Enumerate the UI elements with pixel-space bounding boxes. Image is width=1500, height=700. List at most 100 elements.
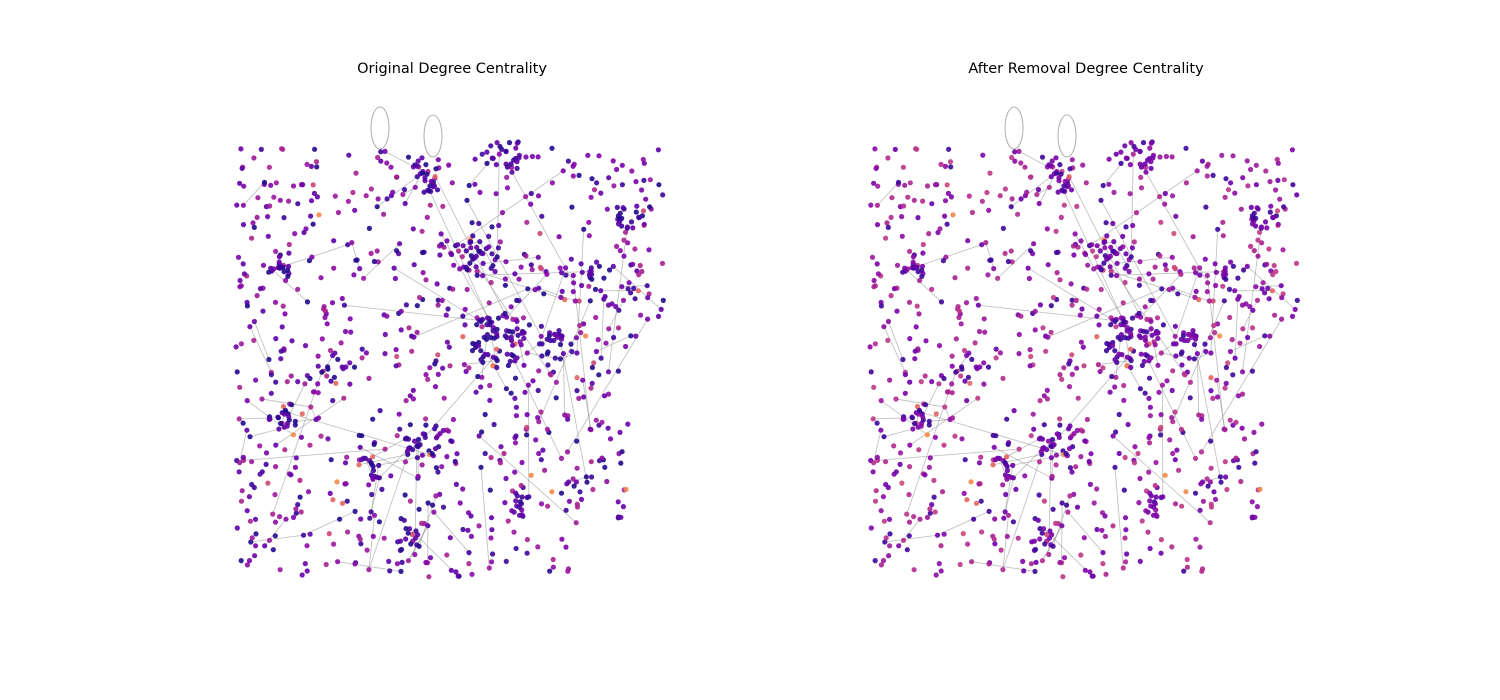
node [512,469,518,475]
node [314,194,320,200]
node [266,537,273,543]
node [1079,306,1085,312]
node [1155,330,1161,336]
node [244,427,250,433]
node [1170,450,1176,457]
node [625,286,631,292]
node [258,146,264,152]
node [1191,265,1197,271]
node [1158,432,1164,438]
node [370,474,376,480]
node [1067,423,1073,429]
edge [906,371,957,515]
node [1102,513,1108,519]
node [501,450,507,457]
node [1018,196,1024,202]
node [922,373,928,379]
node [502,500,508,506]
node [1138,351,1144,357]
node [910,426,916,432]
node [1136,276,1142,282]
node [491,335,497,341]
node [398,327,404,333]
node [949,390,955,396]
node [420,431,426,437]
node [1266,246,1272,252]
node [1192,455,1199,461]
node [1178,426,1184,432]
node [1094,313,1100,319]
node [874,222,881,228]
node [1048,303,1054,309]
node [435,371,441,377]
node [257,286,263,292]
edge [440,233,494,328]
self-loop-edge [423,114,443,158]
node [918,423,924,429]
node [466,550,472,556]
node [1059,500,1065,506]
node [907,248,913,254]
node [589,364,595,371]
node [347,316,353,322]
node [569,348,575,355]
node [1232,288,1238,294]
node [382,446,388,452]
node [446,428,452,434]
node [457,500,463,506]
node [412,535,419,541]
node [927,510,933,516]
edge [376,176,418,208]
node [913,324,919,330]
edge [1006,437,1041,458]
node [659,260,666,266]
node [1110,523,1116,529]
node [927,506,933,512]
node [1173,341,1179,347]
node [961,490,967,496]
node [1016,351,1022,357]
node [1011,408,1017,414]
node [272,492,278,498]
node [888,214,894,220]
node [536,368,542,374]
node [361,275,367,281]
node [293,506,299,512]
node [342,460,349,466]
node [906,533,912,539]
node [368,186,374,192]
edge [560,352,578,360]
node [1140,140,1147,146]
node [304,161,310,167]
node [278,264,284,270]
node [1238,478,1244,485]
node [1085,262,1091,268]
node [464,267,470,273]
node [953,336,959,342]
node [1196,297,1202,303]
node [1158,550,1164,556]
node [1039,530,1045,536]
node [532,287,538,293]
node [605,391,612,397]
node [337,516,343,522]
node [1024,189,1030,195]
node [905,194,911,200]
node [1203,204,1209,210]
node [601,275,607,281]
node [595,337,601,343]
node [237,277,243,284]
node [1187,395,1193,401]
node [487,319,493,325]
node [284,379,290,385]
node [922,472,928,478]
node [1146,435,1152,441]
node [1048,443,1054,449]
node [992,516,998,522]
node [412,551,418,558]
node [1184,556,1190,563]
node [1037,302,1043,308]
node [494,254,500,260]
node [324,373,330,379]
node [411,334,417,340]
